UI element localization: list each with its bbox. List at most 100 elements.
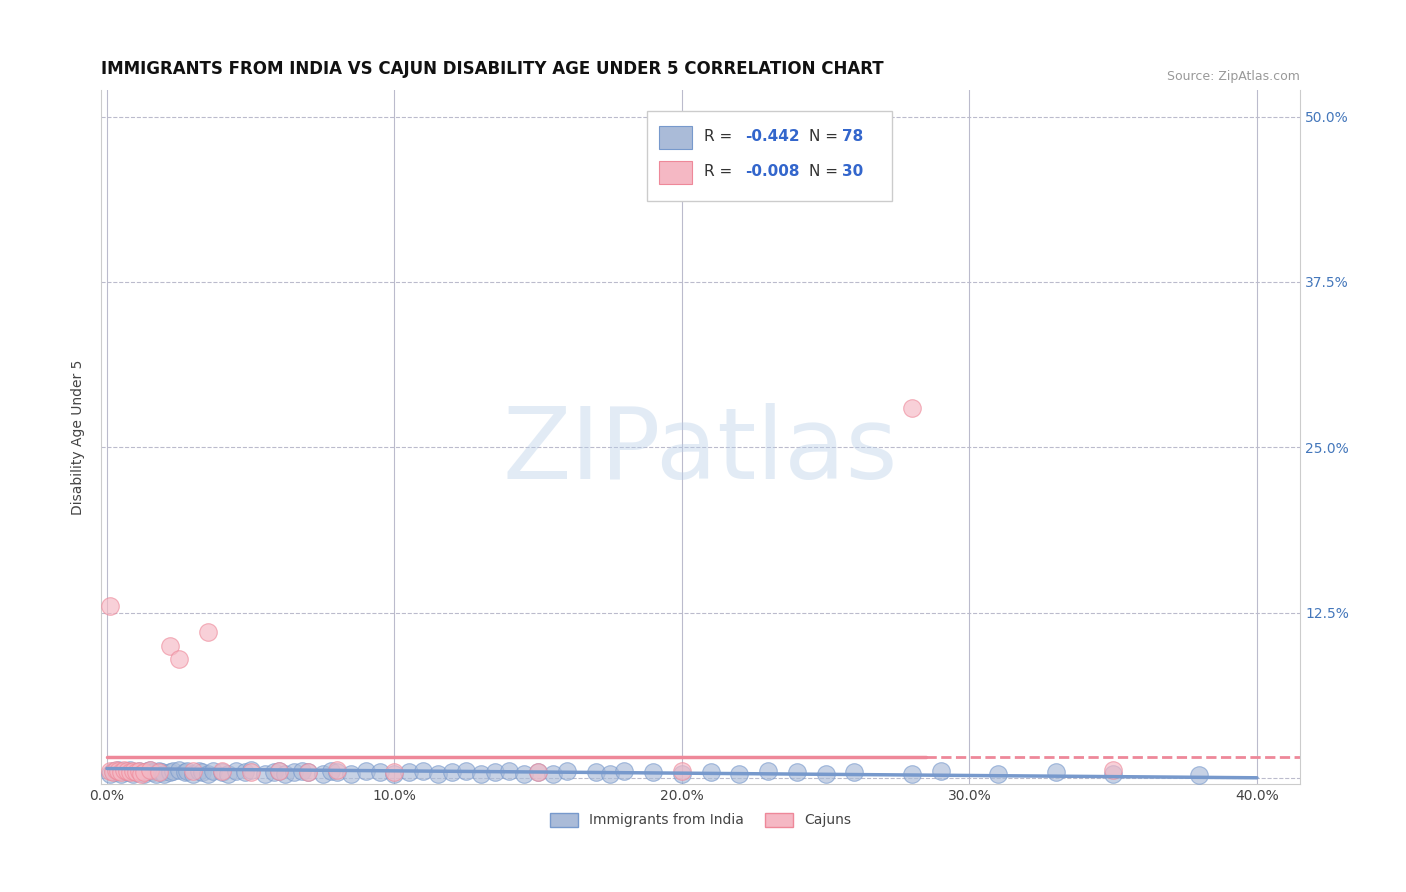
Point	[929, 764, 952, 779]
Point	[1102, 763, 1125, 777]
Point	[426, 767, 449, 781]
Text: IMMIGRANTS FROM INDIA VS CAJUN DISABILITY AGE UNDER 5 CORRELATION CHART: IMMIGRANTS FROM INDIA VS CAJUN DISABILIT…	[101, 60, 884, 78]
Point	[101, 765, 124, 780]
Point	[107, 763, 129, 777]
Point	[139, 763, 162, 777]
Point	[121, 767, 143, 781]
Point	[368, 765, 391, 780]
Point	[613, 764, 636, 779]
Point	[101, 764, 124, 779]
Point	[269, 764, 291, 779]
Text: R =: R =	[704, 164, 737, 179]
Point	[167, 763, 190, 777]
Point	[498, 764, 520, 779]
Point	[98, 764, 121, 779]
Point	[139, 763, 162, 777]
Point	[217, 767, 239, 781]
Point	[412, 764, 434, 779]
Point	[671, 767, 693, 781]
Point	[110, 765, 132, 780]
Point	[326, 763, 349, 777]
Point	[484, 765, 506, 780]
Text: N =: N =	[808, 164, 842, 179]
Text: ZIPatlas: ZIPatlas	[503, 402, 898, 500]
Point	[98, 599, 121, 613]
Point	[211, 765, 233, 780]
Point	[728, 767, 751, 781]
Point	[188, 764, 211, 779]
Point	[167, 652, 190, 666]
Point	[239, 763, 262, 777]
Point	[354, 764, 377, 779]
Point	[131, 765, 153, 780]
Point	[643, 765, 665, 780]
Point	[527, 765, 550, 780]
Point	[786, 765, 808, 780]
Point	[225, 764, 247, 779]
Point	[131, 767, 153, 781]
Text: 78: 78	[842, 129, 863, 145]
Point	[159, 639, 181, 653]
Point	[699, 765, 721, 780]
Point	[104, 765, 127, 780]
Point	[321, 764, 343, 779]
Point	[173, 765, 195, 780]
Point	[115, 765, 138, 780]
Point	[162, 764, 184, 779]
Point	[671, 764, 693, 779]
Point	[398, 765, 420, 780]
Point	[128, 764, 150, 779]
Point	[527, 765, 550, 780]
Point	[274, 767, 297, 781]
Text: 30: 30	[842, 164, 863, 179]
Y-axis label: Disability Age Under 5: Disability Age Under 5	[72, 359, 86, 515]
Point	[112, 764, 135, 779]
Point	[440, 765, 463, 780]
Point	[150, 765, 173, 780]
Point	[136, 764, 159, 779]
Point	[756, 764, 779, 779]
Point	[470, 767, 492, 781]
Point	[987, 767, 1010, 781]
Point	[125, 765, 148, 780]
Point	[291, 764, 314, 779]
Point	[148, 765, 170, 780]
Point	[115, 764, 138, 779]
Point	[1045, 765, 1067, 780]
Point	[263, 765, 285, 780]
Point	[153, 767, 176, 781]
Point	[456, 764, 478, 779]
Point	[814, 767, 837, 781]
Point	[599, 767, 621, 781]
Point	[134, 767, 156, 781]
Legend: Immigrants from India, Cajuns: Immigrants from India, Cajuns	[546, 807, 856, 833]
Text: -0.008: -0.008	[745, 164, 800, 179]
Point	[340, 767, 363, 781]
Point	[202, 764, 225, 779]
Point	[513, 767, 536, 781]
Point	[197, 767, 219, 781]
FancyBboxPatch shape	[658, 127, 692, 149]
Point	[128, 764, 150, 779]
Point	[121, 764, 143, 779]
Point	[211, 764, 233, 779]
Text: R =: R =	[704, 129, 737, 145]
Point	[901, 767, 924, 781]
Point	[1188, 768, 1211, 782]
Point	[98, 767, 121, 781]
Point	[844, 765, 866, 780]
Point	[134, 765, 156, 780]
Point	[239, 765, 262, 780]
Point	[297, 765, 319, 780]
Point	[118, 765, 141, 780]
Point	[148, 764, 170, 779]
Point	[384, 765, 406, 780]
Point	[191, 765, 214, 780]
Point	[384, 767, 406, 781]
Point	[159, 765, 181, 780]
Point	[107, 764, 129, 779]
Point	[118, 763, 141, 777]
Point	[145, 767, 167, 781]
Point	[541, 767, 564, 781]
Point	[142, 765, 165, 780]
